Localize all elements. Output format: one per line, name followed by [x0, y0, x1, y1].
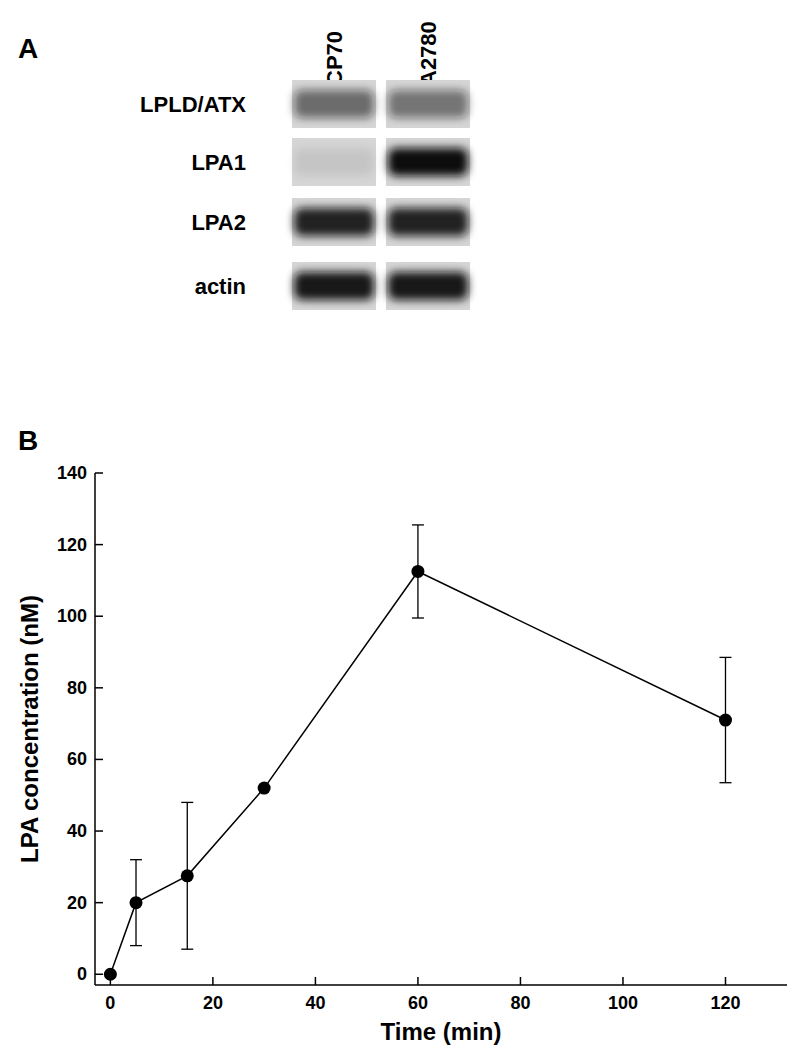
y-tick [95, 687, 103, 689]
panel-label: A [18, 33, 38, 64]
blot-band [388, 208, 468, 236]
error-cap [719, 657, 731, 658]
lane-label: A2780 [416, 21, 441, 86]
blot-band [294, 148, 374, 176]
x-tick-label: 60 [408, 993, 428, 1013]
error-cap [130, 859, 142, 860]
data-point [181, 869, 194, 882]
error-cap [412, 617, 424, 618]
y-tick [95, 830, 103, 832]
y-tick-label: 120 [57, 535, 87, 555]
blot-band [294, 272, 374, 300]
y-tick [95, 902, 103, 904]
y-axis-title: LPA concentration (nM) [16, 595, 43, 863]
x-axis-title: Time (min) [381, 1018, 502, 1045]
error-bar [719, 657, 731, 782]
data-point [719, 714, 732, 727]
y-tick [95, 472, 103, 474]
blot-background [386, 262, 470, 310]
blot-background [386, 80, 470, 128]
data-line [110, 571, 725, 974]
blot-background [292, 198, 376, 246]
x-tick [725, 977, 727, 985]
data-point [258, 782, 271, 795]
y-tick [95, 759, 103, 761]
blot-band [388, 90, 468, 118]
blot-band [294, 208, 374, 236]
y-tick-label: 0 [77, 964, 87, 984]
blot-background [292, 262, 376, 310]
plot-area [104, 525, 732, 981]
x-tick-label: 20 [203, 993, 223, 1013]
blot-background [386, 198, 470, 246]
x-tick-label: 0 [105, 993, 115, 1013]
x-tick-label: 120 [710, 993, 740, 1013]
y-tick-label: 60 [67, 749, 87, 769]
y-tick-label: 140 [57, 463, 87, 483]
error-cap [181, 802, 193, 803]
error-cap [130, 945, 142, 946]
blot-background [292, 80, 376, 128]
y-tick-label: 100 [57, 606, 87, 626]
x-tick [520, 977, 522, 985]
error-bar [181, 802, 193, 949]
y-tick-label: 20 [67, 893, 87, 913]
y-tick [95, 974, 103, 976]
row-label: actin [195, 274, 246, 299]
x-tick [622, 977, 624, 985]
blot-band [294, 90, 374, 118]
x-tick-label: 80 [510, 993, 530, 1013]
x-tick-label: 40 [305, 993, 325, 1013]
error-cap [412, 524, 424, 525]
panel-label: B [18, 425, 38, 456]
blot-background [292, 138, 376, 186]
x-tick [212, 977, 214, 985]
x-axis [95, 984, 787, 986]
figure: A CP70 A2780 LPLD/ATX LPA1 LPA2 actin B 0 20 40 60 8… [0, 0, 797, 1050]
x-tick-label: 100 [608, 993, 638, 1013]
row-label: LPA1 [191, 150, 246, 175]
error-bar [412, 525, 424, 618]
lane-label: CP70 [322, 31, 347, 86]
data-point [130, 896, 143, 909]
data-point [104, 968, 117, 981]
row-label: LPLD/ATX [140, 92, 246, 117]
error-cap [719, 782, 731, 783]
data-point [411, 565, 424, 578]
x-tick [417, 977, 419, 985]
row-label: LPA2 [191, 210, 246, 235]
y-tick [95, 544, 103, 546]
y-axis [94, 473, 96, 985]
y-tick-label: 40 [67, 821, 87, 841]
error-cap [181, 949, 193, 950]
blot-background [386, 138, 470, 186]
y-tick-label: 80 [67, 678, 87, 698]
x-tick [315, 977, 317, 985]
blot-band [388, 148, 468, 176]
error-bar [130, 860, 142, 946]
blot-band [388, 272, 468, 300]
y-tick [95, 615, 103, 617]
